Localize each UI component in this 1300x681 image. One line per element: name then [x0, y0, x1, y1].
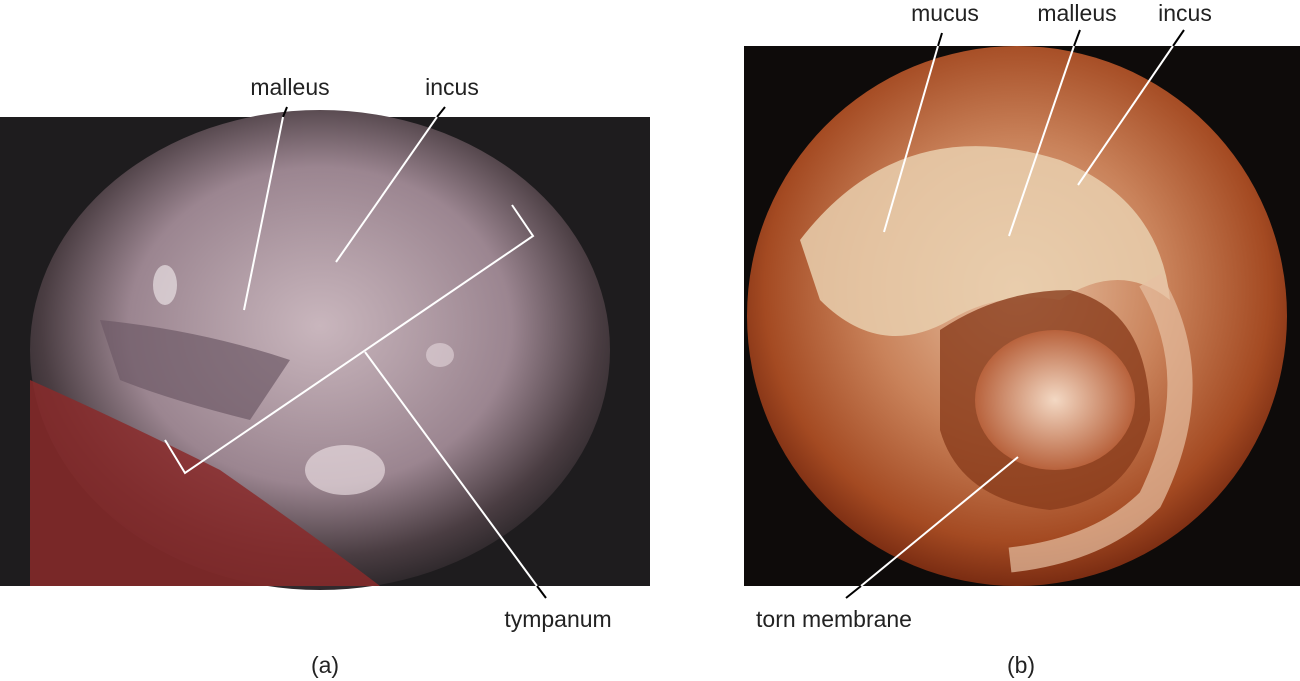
label: incus	[425, 74, 479, 100]
label: malleus	[1037, 0, 1116, 26]
pointers-b	[845, 29, 1185, 599]
label: malleus	[250, 74, 329, 100]
label: incus	[1158, 0, 1212, 26]
photo-a	[0, 110, 650, 590]
caption: (b)	[1007, 652, 1035, 678]
label: torn membrane	[756, 606, 912, 632]
photo-b	[744, 46, 1300, 586]
label: mucus	[911, 0, 979, 26]
caption: (a)	[311, 652, 339, 678]
pointers-a	[164, 106, 547, 599]
label: tympanum	[504, 606, 611, 632]
